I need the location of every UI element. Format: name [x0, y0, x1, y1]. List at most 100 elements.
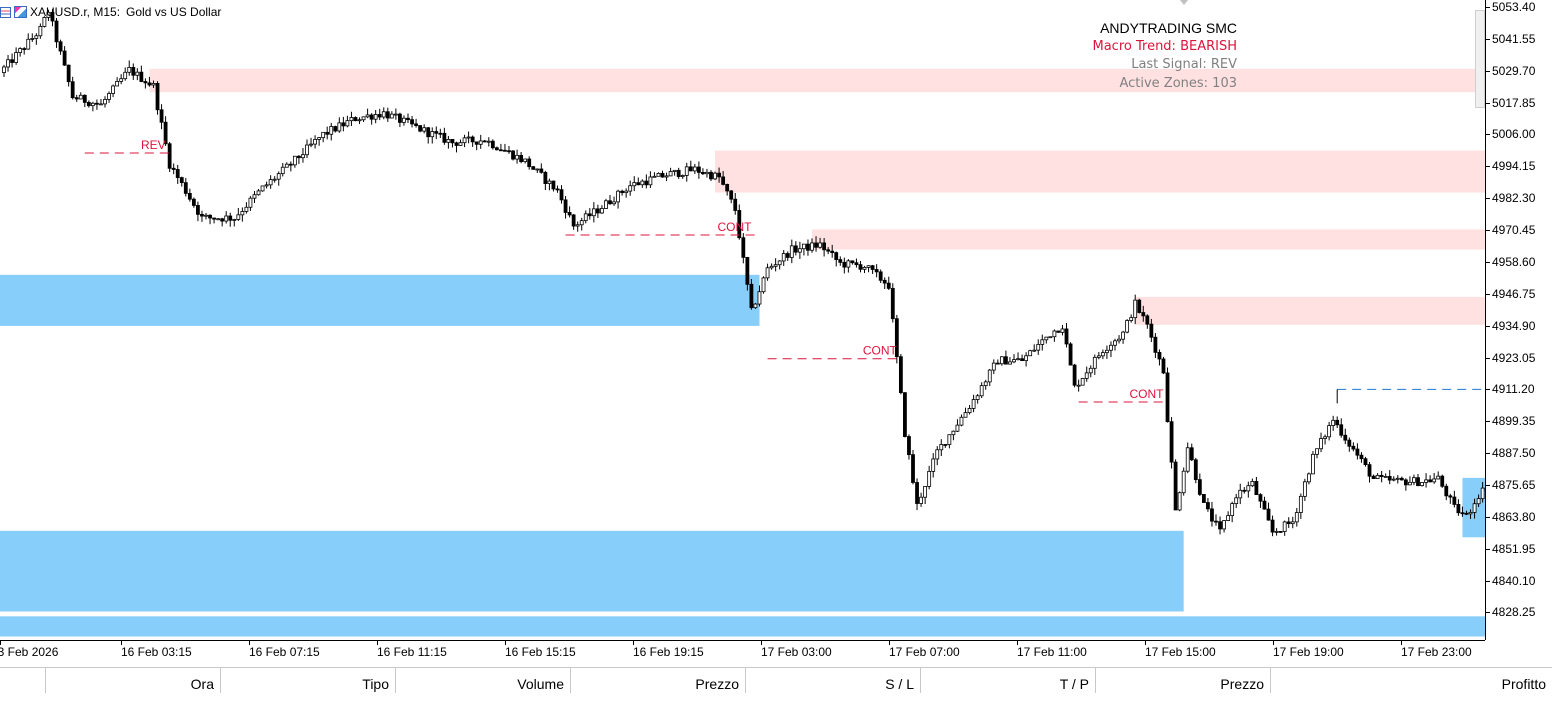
- time-tick-label: 17 Feb 15:00: [1145, 645, 1216, 659]
- candle: [422, 127, 427, 132]
- price-tick-label: 5041.55: [1492, 31, 1536, 46]
- candle: [903, 392, 907, 437]
- candle: [894, 318, 899, 358]
- candle: [1472, 503, 1477, 513]
- candle: [1359, 454, 1364, 460]
- terminal-column-header[interactable]: S / L: [745, 668, 920, 693]
- candle: [196, 205, 200, 215]
- vertical-scrollbar[interactable]: [1475, 10, 1485, 108]
- candle: [1230, 503, 1235, 516]
- shift-marker-icon[interactable]: [1180, 0, 1188, 5]
- candle: [834, 252, 839, 260]
- candle: [1040, 339, 1045, 345]
- signal-label-2: CONT: [863, 344, 898, 358]
- time-tick-label: 16 Feb 11:15: [377, 645, 447, 659]
- price-tick: [1486, 166, 1490, 168]
- candle: [1440, 475, 1445, 487]
- candle: [1234, 497, 1239, 504]
- terminal-column-header[interactable]: Prezzo: [570, 668, 745, 693]
- candle: [773, 264, 778, 267]
- candle: [107, 93, 111, 100]
- candle: [430, 131, 435, 138]
- candle: [474, 141, 479, 145]
- candle: [1387, 476, 1392, 481]
- candle: [838, 259, 843, 263]
- candle: [616, 190, 620, 203]
- candle: [1351, 445, 1356, 450]
- candle: [1149, 323, 1154, 338]
- macro-trend-label: Macro Trend: BEARISH: [1092, 38, 1238, 54]
- candle: [406, 117, 410, 121]
- candle: [543, 171, 548, 184]
- time-tick-label: 17 Feb 19:00: [1273, 645, 1344, 659]
- candle: [527, 158, 532, 168]
- price-tick-label: 4923.05: [1492, 350, 1536, 365]
- candle: [478, 140, 483, 145]
- candle: [337, 122, 342, 132]
- candle: [216, 218, 221, 221]
- candle: [1032, 349, 1037, 352]
- candle: [818, 242, 822, 248]
- terminal-column-header[interactable]: T / P: [920, 668, 1095, 693]
- candle: [886, 282, 891, 289]
- price-tick-label: 4911.20: [1492, 382, 1535, 397]
- candle: [1096, 355, 1101, 358]
- terminal-column-header[interactable]: Tipo: [220, 668, 395, 693]
- candle: [450, 139, 455, 144]
- candle: [1100, 352, 1105, 357]
- candle: [115, 81, 120, 87]
- candle: [1347, 439, 1352, 447]
- candle: [494, 147, 499, 151]
- price-tick-label: 4887.50: [1492, 446, 1536, 461]
- candle: [1044, 336, 1049, 341]
- price-tick-label: 4840.10: [1492, 573, 1536, 588]
- candle: [1197, 479, 1202, 495]
- candle: [446, 139, 451, 143]
- candle: [1137, 299, 1142, 313]
- terminal-column-header[interactable]: Ora: [45, 668, 220, 693]
- candle: [6, 59, 10, 68]
- price-chart[interactable]: REV CONT CONT CONT: [0, 0, 1485, 640]
- price-tick: [1486, 230, 1490, 232]
- candle: [288, 163, 293, 166]
- candle: [309, 143, 313, 146]
- candle: [151, 83, 156, 86]
- candle: [482, 140, 487, 143]
- candle: [325, 131, 330, 135]
- candle: [143, 81, 148, 84]
- price-tick: [1486, 38, 1490, 40]
- candle: [923, 486, 928, 498]
- candle: [963, 412, 968, 418]
- candle: [264, 184, 269, 187]
- candle: [248, 197, 253, 208]
- candle: [551, 180, 556, 190]
- terminal-column-header[interactable]: Prezzo: [1095, 668, 1270, 693]
- last-signal-label: Last Signal: REV: [1131, 57, 1237, 72]
- candle: [30, 38, 35, 40]
- indicator-icon[interactable]: [14, 6, 27, 18]
- candle: [1076, 384, 1081, 387]
- candle: [466, 136, 471, 139]
- chart-area[interactable]: REV CONT CONT CONT XAUUSD.r, M15: Gold vs U…: [0, 0, 1485, 640]
- candle: [276, 173, 281, 180]
- chart-list-icon[interactable]: [0, 6, 11, 18]
- candle: [741, 237, 746, 258]
- candle: [353, 117, 358, 122]
- terminal-column-header[interactable]: Volume: [395, 668, 570, 693]
- time-tick: [1017, 641, 1018, 645]
- candle: [749, 283, 754, 309]
- candle: [713, 172, 717, 180]
- terminal-column-header[interactable]: Profitto: [1270, 668, 1552, 693]
- candle: [1375, 474, 1380, 479]
- candle: [1399, 477, 1404, 481]
- candle: [70, 81, 75, 99]
- candle: [1060, 328, 1065, 333]
- candle: [402, 117, 406, 123]
- price-axis[interactable]: 5053.40 5041.55 5029.70 5017.85 5006.00 4994.…: [1485, 0, 1552, 640]
- candle: [1464, 512, 1469, 515]
- time-axis[interactable]: 13 Feb 2026 16 Feb 03:15 16 Feb 07:15 16 Fe…: [0, 640, 1485, 667]
- candle: [1408, 481, 1412, 486]
- supply-zone-1: [715, 150, 1485, 193]
- candle: [757, 291, 762, 305]
- time-tick-label: 13 Feb 2026: [0, 645, 59, 659]
